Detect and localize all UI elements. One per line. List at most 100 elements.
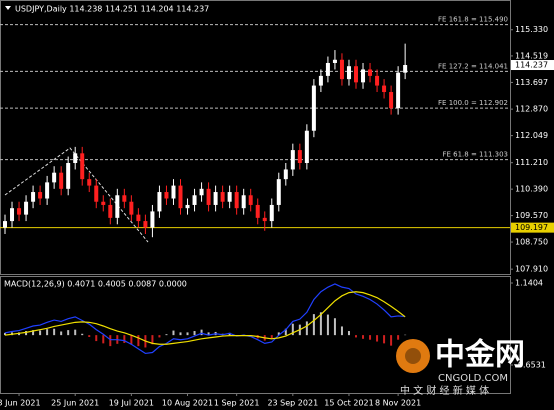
candle-body	[339, 59, 344, 80]
x-tick-label: 25 Jun 2021	[51, 399, 99, 408]
x-tick-label: 23 Sep 2021	[267, 399, 318, 408]
candle-body	[3, 221, 7, 228]
candle-body	[178, 185, 183, 209]
y-tick-label: 108.750	[515, 238, 548, 247]
histogram-bar	[123, 335, 126, 343]
candle-body	[150, 211, 155, 228]
candle-body	[101, 201, 106, 205]
y-tick-label: 107.910	[515, 265, 548, 274]
histogram-bar	[102, 335, 105, 344]
y-tick-label: 109.570	[515, 211, 548, 220]
y-tick-label: 113.697	[515, 78, 548, 87]
histogram-bar	[397, 335, 400, 340]
histogram-bar	[137, 335, 140, 347]
candle-body	[10, 208, 15, 222]
logo-inner	[405, 348, 421, 364]
y-tick-label: -0.6531	[515, 360, 546, 369]
candle-body	[346, 66, 351, 80]
candle-body	[108, 204, 113, 218]
y-tick-label: 110.390	[515, 185, 548, 194]
watermark: 中金网 CNGOLD.COM 中 文 财 经 新 媒 体	[396, 338, 525, 397]
histogram-bar	[88, 335, 91, 337]
candle-body	[38, 192, 43, 199]
price-marker-label: 114.237	[515, 61, 548, 70]
histogram-bar	[4, 332, 6, 336]
candle-body	[234, 192, 239, 209]
candle-body	[94, 185, 99, 202]
candle-body	[66, 163, 71, 189]
candle-body	[164, 192, 169, 199]
histogram-bar	[25, 331, 28, 336]
main-panel	[0, 0, 511, 275]
macd-title: MACD(12,26,9) 0.4071 0.4005 0.0087 0.000…	[4, 280, 187, 289]
histogram-bar	[158, 335, 161, 338]
candle-body	[73, 153, 78, 164]
candle-body	[318, 75, 323, 86]
y-tick-label: 112.049	[515, 131, 548, 140]
candle-body	[382, 85, 387, 93]
histogram-bar	[207, 332, 210, 336]
histogram-bar	[284, 328, 287, 336]
candle-body	[52, 172, 57, 183]
x-tick-label: 19 Jul 2021	[109, 399, 154, 408]
fib-label: FE 100.0 = 112.902	[438, 99, 508, 107]
candle-body	[136, 214, 141, 222]
dropdown-icon[interactable]	[5, 6, 11, 10]
chart-title: USDJPY,Daily 114.238 114.251 114.204 114…	[15, 5, 209, 14]
candle-body	[206, 188, 211, 205]
candle-body	[368, 69, 373, 76]
candle-body	[220, 192, 225, 202]
candle-body	[389, 92, 394, 109]
candle-body	[24, 201, 29, 215]
candle-body	[354, 66, 358, 83]
histogram-bar	[340, 326, 343, 336]
histogram-bar	[333, 318, 336, 336]
candle-body	[403, 65, 408, 73]
histogram-bar	[355, 335, 357, 338]
candle-body	[396, 72, 401, 109]
histogram-bar	[186, 332, 189, 336]
histogram-bar	[376, 335, 379, 342]
histogram-bar	[277, 332, 280, 336]
macd-line	[4, 283, 406, 355]
logo	[396, 339, 430, 373]
y-tick-label: 1.1404	[515, 279, 543, 288]
histogram-bar	[46, 329, 49, 336]
histogram-bar	[326, 314, 329, 336]
histogram-bar	[151, 335, 154, 345]
histogram-bar	[95, 335, 98, 342]
histogram-bar	[179, 332, 182, 336]
y-tick-label: 115.330	[515, 25, 548, 34]
candle-body	[129, 201, 134, 215]
histogram-bar	[39, 330, 42, 336]
histogram-bar	[81, 333, 84, 336]
candle-body	[283, 169, 288, 180]
x-tick-label: 1 Sep 2021	[214, 399, 260, 408]
candle-body	[17, 208, 22, 215]
candle-body	[332, 59, 337, 63]
watermark-name: 中金网	[435, 338, 525, 373]
histogram-bar	[383, 335, 386, 344]
candle-body	[157, 192, 162, 212]
candle-body	[115, 195, 120, 218]
candle-body	[255, 204, 260, 218]
zigzag	[4, 147, 149, 243]
macd-panel	[0, 276, 511, 394]
histogram-bar	[53, 328, 56, 336]
fib-label: FE 61.8 = 111.303	[442, 151, 508, 159]
candle-body	[248, 195, 253, 205]
hline-label: 109.197	[515, 223, 548, 232]
candle-body	[297, 150, 302, 164]
histogram-bar	[109, 335, 112, 347]
candle-body	[171, 185, 176, 199]
watermark-slogan: 中 文 财 经 新 媒 体	[400, 384, 489, 397]
histogram-bar	[291, 323, 294, 336]
histogram-bar	[390, 335, 393, 346]
watermark-site: CNGOLD.COM	[438, 373, 508, 384]
x-tick-label: 10 Aug 2021	[162, 399, 213, 408]
candle-body	[87, 179, 92, 186]
candle-body	[213, 192, 218, 205]
y-tick-label: 112.870	[515, 105, 548, 114]
histogram-bar	[270, 335, 273, 339]
